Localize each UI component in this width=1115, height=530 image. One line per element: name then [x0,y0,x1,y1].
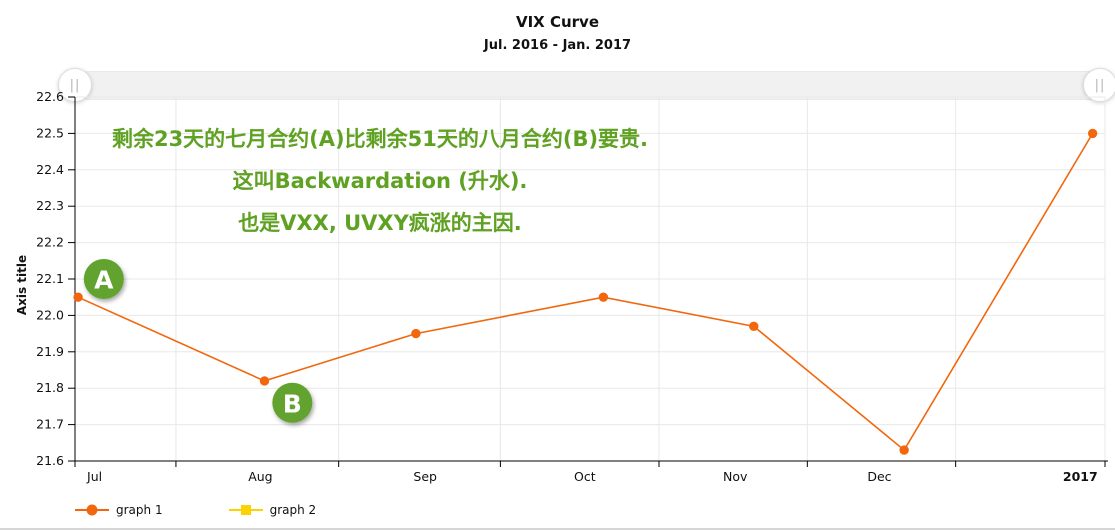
grip-icon: || [1094,77,1106,93]
annotation-line-1: 剩余23天的七月合约(A)比剩余51天的八月合约(B)要贵. [111,127,649,151]
annotation-line-3: 也是VXX, UVXY疯涨的主因. [238,211,522,235]
x-axis-label: Aug [248,469,272,484]
scrollbar-left-grip[interactable]: || [58,68,92,102]
y-axis-label: 21.9 [36,344,64,359]
data-point[interactable] [411,328,421,339]
y-axis-label: 22.0 [36,307,64,322]
y-axis-label: 22.5 [36,125,64,140]
x-axis-label: Oct [574,469,596,484]
legend-swatch-line-square-icon [228,505,263,515]
point-marker-a-circle [83,259,124,299]
data-point[interactable] [749,321,759,332]
legend-item-graph-1[interactable]: graph 1 [75,503,163,517]
y-axis-label: 21.7 [36,417,64,432]
legend-swatch-line-circle-icon [75,504,109,516]
legend-label: graph 2 [269,503,317,517]
data-point[interactable] [598,292,609,302]
data-point[interactable] [899,445,909,455]
y-axis-label: 21.6 [36,453,64,468]
point-marker-b-label: B [283,389,302,418]
data-point[interactable] [259,376,270,386]
y-axis-label: 22.1 [36,271,64,286]
chart-legend: graph 1 graph 2 [75,503,382,517]
grip-icon: || [69,77,81,93]
page-bottom-edge [0,528,1115,530]
point-marker-a-label: A [94,266,114,295]
y-axis-label: 22.6 [36,89,64,104]
annotation-line-2: 这叫Backwardation (升水). [232,169,528,193]
x-axis-label: Sep [413,469,437,484]
data-point[interactable] [1087,128,1098,139]
scrollbar-right-grip[interactable]: || [1083,68,1115,102]
x-axis-label: Jul [86,469,102,484]
y-axis-label: 22.4 [36,162,64,177]
chart-title: VIX Curve [515,13,599,31]
y-axis-label: 21.8 [36,380,64,395]
legend-label: graph 1 [116,503,163,517]
x-axis-label: Dec [867,469,891,484]
data-point[interactable] [73,292,83,302]
chart-subtitle: Jul. 2016 - Jan. 2017 [483,38,632,53]
y-axis-label: 22.3 [36,198,64,213]
legend-item-graph-2[interactable]: graph 2 [228,503,317,517]
y-axis-label: 22.2 [36,235,64,250]
x-axis-label: 2017 [1063,469,1098,484]
x-axis-label: Nov [723,469,748,484]
point-marker-b-circle [272,382,313,423]
chart-zoom-scrollbar[interactable] [75,71,1105,100]
chart-annotation: 剩余23天的七月合约(A)比剩余51天的八月合约(B)要贵. 这叫Backwar… [75,118,685,244]
